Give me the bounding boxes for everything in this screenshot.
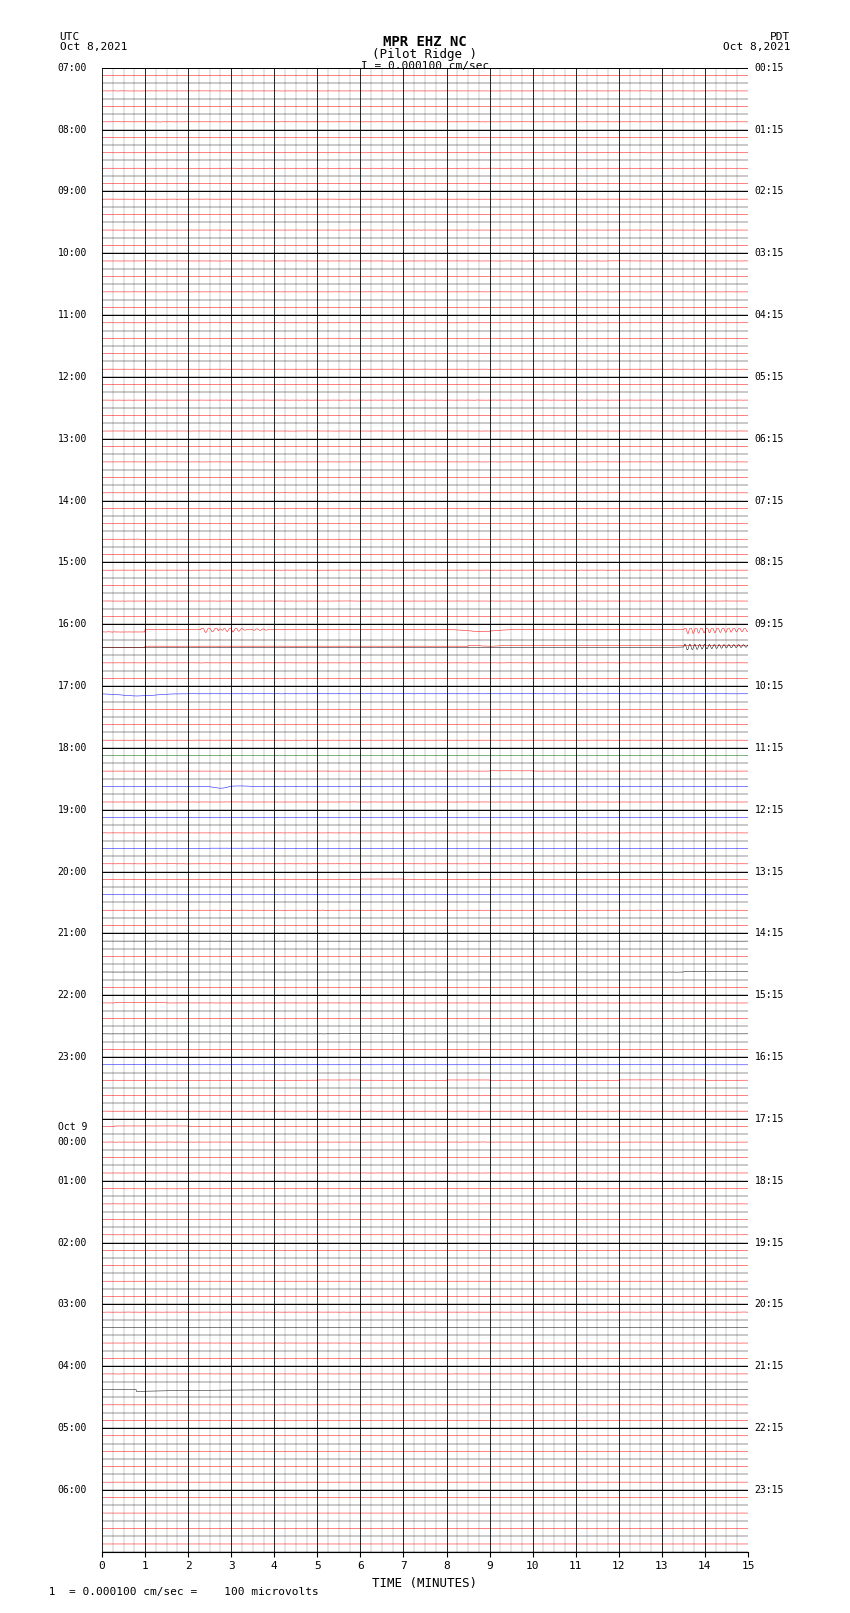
- Text: 10:00: 10:00: [58, 248, 87, 258]
- Text: 18:00: 18:00: [58, 744, 87, 753]
- Text: 19:00: 19:00: [58, 805, 87, 815]
- Text: Oct 8,2021: Oct 8,2021: [60, 42, 127, 52]
- Text: 05:00: 05:00: [58, 1423, 87, 1432]
- Text: UTC: UTC: [60, 32, 80, 42]
- Text: 08:00: 08:00: [58, 124, 87, 134]
- Text: 21:00: 21:00: [58, 929, 87, 939]
- Text: 14:15: 14:15: [755, 929, 784, 939]
- Text: (Pilot Ridge ): (Pilot Ridge ): [372, 48, 478, 61]
- Text: 00:15: 00:15: [755, 63, 784, 73]
- Text: 16:00: 16:00: [58, 619, 87, 629]
- Text: 07:15: 07:15: [755, 495, 784, 505]
- Text: 10:15: 10:15: [755, 681, 784, 690]
- Text: 03:15: 03:15: [755, 248, 784, 258]
- Text: 04:00: 04:00: [58, 1361, 87, 1371]
- Text: 13:00: 13:00: [58, 434, 87, 444]
- Text: 09:15: 09:15: [755, 619, 784, 629]
- Text: 00:00: 00:00: [58, 1137, 87, 1147]
- Text: 17:15: 17:15: [755, 1115, 784, 1124]
- Text: 15:00: 15:00: [58, 558, 87, 568]
- Text: 1  = 0.000100 cm/sec =    100 microvolts: 1 = 0.000100 cm/sec = 100 microvolts: [42, 1587, 320, 1597]
- Text: 12:00: 12:00: [58, 373, 87, 382]
- Text: 23:00: 23:00: [58, 1052, 87, 1061]
- Text: 04:15: 04:15: [755, 310, 784, 319]
- Text: 22:00: 22:00: [58, 990, 87, 1000]
- Text: 23:15: 23:15: [755, 1486, 784, 1495]
- Text: Oct 9: Oct 9: [58, 1121, 87, 1132]
- Text: 08:15: 08:15: [755, 558, 784, 568]
- Text: 13:15: 13:15: [755, 866, 784, 876]
- Text: 12:15: 12:15: [755, 805, 784, 815]
- Text: I = 0.000100 cm/sec: I = 0.000100 cm/sec: [361, 61, 489, 71]
- X-axis label: TIME (MINUTES): TIME (MINUTES): [372, 1578, 478, 1590]
- Text: 20:15: 20:15: [755, 1300, 784, 1310]
- Text: 20:00: 20:00: [58, 866, 87, 876]
- Text: 02:00: 02:00: [58, 1237, 87, 1247]
- Text: 11:00: 11:00: [58, 310, 87, 319]
- Text: MPR EHZ NC: MPR EHZ NC: [383, 35, 467, 50]
- Text: 18:15: 18:15: [755, 1176, 784, 1186]
- Text: 14:00: 14:00: [58, 495, 87, 505]
- Text: 09:00: 09:00: [58, 187, 87, 197]
- Text: 19:15: 19:15: [755, 1237, 784, 1247]
- Text: 03:00: 03:00: [58, 1300, 87, 1310]
- Text: 07:00: 07:00: [58, 63, 87, 73]
- Text: 11:15: 11:15: [755, 744, 784, 753]
- Text: 22:15: 22:15: [755, 1423, 784, 1432]
- Text: 02:15: 02:15: [755, 187, 784, 197]
- Text: 17:00: 17:00: [58, 681, 87, 690]
- Text: 16:15: 16:15: [755, 1052, 784, 1061]
- Text: 15:15: 15:15: [755, 990, 784, 1000]
- Text: 06:00: 06:00: [58, 1486, 87, 1495]
- Text: Oct 8,2021: Oct 8,2021: [723, 42, 791, 52]
- Text: 01:15: 01:15: [755, 124, 784, 134]
- Text: 05:15: 05:15: [755, 373, 784, 382]
- Text: 06:15: 06:15: [755, 434, 784, 444]
- Text: PDT: PDT: [770, 32, 790, 42]
- Text: 21:15: 21:15: [755, 1361, 784, 1371]
- Text: 01:00: 01:00: [58, 1176, 87, 1186]
